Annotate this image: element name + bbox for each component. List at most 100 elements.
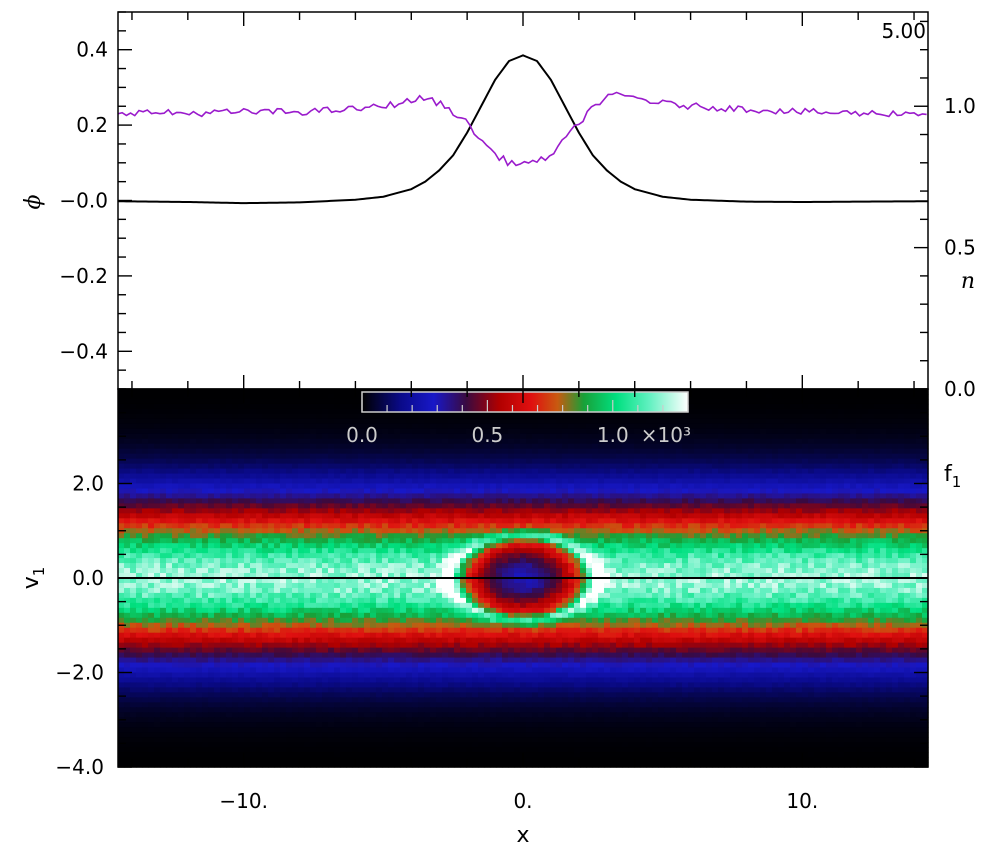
heatmap-cell (892, 528, 899, 534)
heatmap-cell (820, 428, 827, 435)
heatmap-cell (862, 428, 869, 435)
heatmap-cell (538, 448, 545, 455)
heatmap-cell (520, 488, 527, 495)
heatmap-cell (448, 548, 455, 554)
heatmap-cell (520, 503, 527, 509)
heatmap-cell (256, 498, 263, 504)
heatmap-cell (172, 558, 179, 564)
heatmap-cell (898, 568, 905, 574)
heatmap-cell (880, 393, 887, 400)
heatmap-cell (886, 433, 893, 440)
heatmap-cell (184, 528, 191, 534)
heatmap-cell (904, 473, 911, 480)
heatmap-cell (304, 448, 311, 455)
heatmap-cell (250, 428, 257, 435)
heatmap-cell (214, 568, 221, 574)
heatmap-cell (160, 548, 167, 554)
heatmap-cell (196, 408, 203, 415)
heatmap-cell (484, 463, 491, 470)
heatmap-cell (496, 418, 503, 425)
heatmap-cell (394, 533, 401, 539)
heatmap-cell (520, 443, 527, 450)
heatmap-cell (592, 483, 599, 490)
heatmap-cell (172, 468, 179, 475)
heatmap-cell (412, 543, 419, 549)
heatmap-cell (454, 423, 461, 430)
heatmap-cell (742, 408, 749, 415)
heatmap-cell (148, 408, 155, 415)
heatmap-cell (388, 508, 395, 514)
heatmap-cell (340, 503, 347, 509)
heatmap-cell (310, 488, 317, 495)
heatmap-cell (922, 493, 929, 500)
heatmap-cell (652, 428, 659, 435)
heatmap-cell (424, 558, 431, 564)
heatmap-cell (562, 463, 569, 470)
heatmap-cell (454, 503, 461, 509)
heatmap-cell (532, 513, 539, 519)
heatmap-cell (790, 408, 797, 415)
heatmap-cell (742, 393, 749, 400)
heatmap-cell (706, 418, 713, 425)
heatmap-cell (556, 478, 563, 485)
heatmap-cell (916, 533, 923, 539)
heatmap-cell (856, 518, 863, 524)
heatmap-cell (340, 533, 347, 539)
heatmap-cell (736, 543, 743, 549)
heatmap-cell (262, 538, 269, 544)
heatmap-cell (646, 568, 653, 574)
heatmap-cell (790, 478, 797, 485)
heatmap-cell (910, 418, 917, 425)
heatmap-cell (490, 423, 497, 430)
heatmap-cell (418, 443, 425, 450)
heatmap-cell (382, 558, 389, 564)
heatmap-cell (256, 558, 263, 564)
heatmap-cell (124, 393, 131, 400)
heatmap-cell (886, 458, 893, 465)
heatmap-cell (142, 443, 149, 450)
heatmap-cell (334, 428, 341, 435)
heatmap-cell (676, 508, 683, 514)
heatmap-cell (148, 393, 155, 400)
heatmap-cell (694, 513, 701, 519)
heatmap-cell (232, 563, 239, 569)
heatmap-cell (292, 563, 299, 569)
heatmap-cell (712, 428, 719, 435)
heatmap-cell (322, 533, 329, 539)
heatmap-cell (250, 403, 257, 410)
heatmap-cell (352, 423, 359, 430)
heatmap-cell (658, 508, 665, 514)
heatmap-cell (532, 543, 539, 549)
heatmap-cell (142, 543, 149, 549)
heatmap-cell (706, 458, 713, 465)
heatmap-cell (484, 448, 491, 455)
heatmap-cell (292, 493, 299, 500)
heatmap-cell (856, 478, 863, 485)
heatmap-cell (268, 513, 275, 519)
heatmap-cell (382, 503, 389, 509)
heatmap-cell (274, 498, 281, 504)
heatmap-cell (442, 533, 449, 539)
heatmap-cell (364, 548, 371, 554)
heatmap-cell (118, 488, 125, 495)
heatmap-cell (808, 568, 815, 574)
heatmap-cell (172, 398, 179, 405)
heatmap-cell (166, 398, 173, 405)
heatmap-cell (352, 493, 359, 500)
heatmap-cell (256, 413, 263, 420)
heatmap-cell (676, 458, 683, 465)
heatmap-cell (856, 403, 863, 410)
heatmap-cell (790, 533, 797, 539)
heatmap-cell (376, 413, 383, 420)
heatmap-cell (922, 513, 929, 519)
heatmap-cell (868, 523, 875, 529)
heatmap-cell (118, 563, 125, 569)
heatmap-cell (712, 568, 719, 574)
heatmap-cell (154, 513, 161, 519)
heatmap-cell (322, 423, 329, 430)
heatmap-cell (592, 493, 599, 500)
heatmap-cell (376, 538, 383, 544)
heatmap-cell (916, 423, 923, 430)
heatmap-cell (232, 548, 239, 554)
heatmap-cell (880, 443, 887, 450)
